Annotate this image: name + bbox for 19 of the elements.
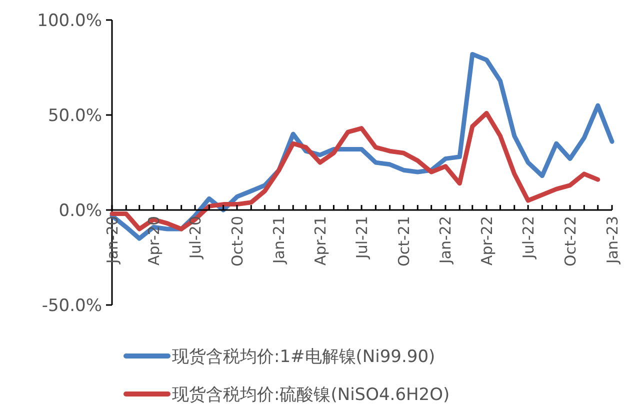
x-tick-label: Jan-22 (436, 216, 455, 265)
x-tick-label: Oct-22 (561, 216, 580, 266)
x-tick-label: Jul-20 (186, 216, 204, 260)
y-tick-label: 100.0% (37, 10, 102, 31)
x-tick-label: Oct-21 (394, 216, 413, 266)
x-tick-label: Oct-20 (228, 216, 246, 266)
y-tick-label: -50.0% (42, 296, 102, 316)
x-tick-label: Jan-23 (603, 216, 622, 265)
x-tick-label: Jan-21 (270, 216, 288, 265)
x-tick-label: Jul-21 (352, 216, 371, 260)
x-tick-label: Jan-20 (103, 216, 122, 265)
x-tick-label: Apr-22 (478, 216, 496, 266)
y-tick-label: 50.0% (48, 106, 102, 126)
legend-label: 现货含税均价:1#电解镍(Ni99.90) (172, 346, 436, 367)
legend-label: 现货含税均价:硫酸镍(NiSO4.6H2O) (172, 384, 450, 405)
x-tick-label: Jul-22 (519, 216, 538, 260)
x-tick-label: Apr-20 (144, 216, 163, 266)
x-tick-label: Apr-21 (311, 216, 330, 266)
y-tick-label: 0.0% (58, 200, 102, 221)
